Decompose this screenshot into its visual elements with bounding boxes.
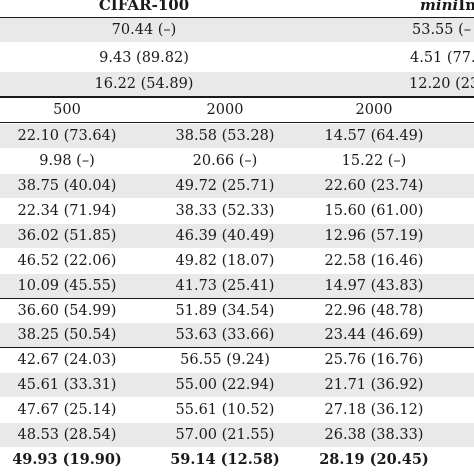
table-row: 45.61 (33.31) 55.00 (22.94) 21.71 (36.92…	[0, 373, 474, 397]
header-row: CIFAR-100 miniImag	[0, 0, 474, 17]
table-row: 38.25 (50.54) 53.63 (33.66) 23.44 (46.69…	[0, 323, 474, 347]
table-row: 70.44 (–) 53.55 (–	[0, 18, 474, 42]
table-row: 10.09 (45.55) 41.73 (25.41) 14.97 (43.83…	[0, 274, 474, 298]
section-rule	[0, 96, 474, 98]
table-row: 48.53 (28.54) 57.00 (21.55) 26.38 (38.33…	[0, 423, 474, 447]
header-rule	[0, 17, 474, 18]
table-row: 38.75 (40.04) 49.72 (25.71) 22.60 (23.74…	[0, 174, 474, 198]
table-row: 22.34 (71.94) 38.33 (52.33) 15.60 (61.00…	[17, 203, 424, 219]
group-rule	[0, 298, 474, 299]
dataset-a-header: CIFAR-100	[98, 0, 190, 14]
budget-row: 500 2000 2000	[53, 102, 393, 118]
group-rule	[0, 347, 474, 348]
table-row: 36.02 (51.85) 46.39 (40.49) 12.96 (57.19…	[0, 224, 474, 248]
dataset-b-header: miniImag	[420, 0, 474, 14]
table-row: 9.98 (–) 20.66 (–) 15.22 (–)	[39, 153, 407, 169]
table-row: 47.67 (25.14) 55.61 (10.52) 27.18 (36.12…	[17, 402, 424, 418]
budget-rule	[0, 122, 474, 123]
best-result-row: 49.93 (19.90) 59.14 (12.58) 28.19 (20.45…	[12, 451, 429, 468]
table-row: 36.60 (54.99) 51.89 (34.54) 22.96 (48.78…	[17, 303, 424, 319]
table-row: 46.52 (22.06) 49.82 (18.07) 22.58 (16.46…	[17, 253, 424, 269]
table-row: 22.10 (73.64) 38.58 (53.28) 14.57 (64.49…	[0, 124, 474, 148]
table-row: 9.43 (89.82) 4.51 (77.	[99, 50, 474, 66]
table-row: 16.22 (54.89) 12.20 (23	[0, 72, 474, 96]
table-row: 42.67 (24.03) 56.55 (9.24) 25.76 (16.76)	[17, 352, 424, 368]
